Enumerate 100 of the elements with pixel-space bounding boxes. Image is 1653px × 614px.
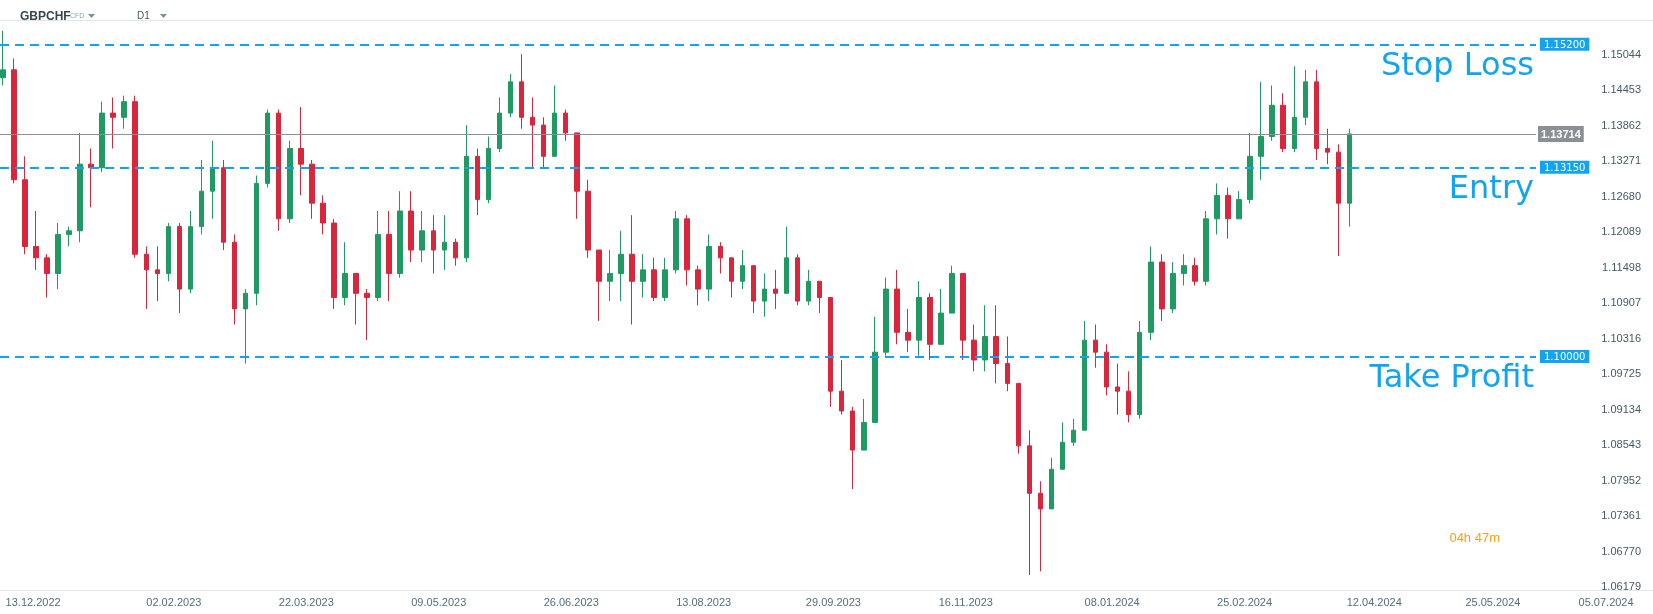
candlestick — [121, 95, 127, 130]
candlestick — [144, 245, 149, 310]
candlestick — [11, 57, 17, 184]
y-tick-label: 1.06770 — [1601, 544, 1641, 557]
y-tick-label: 1.13271 — [1601, 154, 1641, 167]
candlestick — [475, 148, 480, 216]
x-tick-label: 22.03.2023 — [278, 595, 334, 608]
y-tick-label: 1.12680 — [1601, 189, 1641, 202]
candlestick — [33, 210, 39, 271]
y-tick-label: 1.09725 — [1601, 367, 1641, 380]
candlestick — [1071, 418, 1076, 447]
candlestick — [883, 277, 889, 357]
candlestick — [629, 214, 635, 326]
candlestick — [1181, 253, 1187, 286]
ref-line-label: Take Profit — [1368, 356, 1534, 395]
candlestick — [386, 210, 392, 302]
candlestick — [706, 233, 712, 302]
annotation: D1 — [137, 10, 150, 21]
candlestick — [673, 210, 679, 274]
candlestick — [44, 253, 50, 298]
x-tick-label: 29.09.2023 — [805, 595, 861, 608]
candlestick — [894, 269, 900, 345]
candlestick — [718, 241, 723, 274]
candlestick — [1225, 187, 1231, 240]
candlestick — [596, 249, 602, 322]
candlestick — [729, 257, 734, 298]
candlestick — [22, 155, 28, 255]
annotation: 04h 47m — [1449, 530, 1500, 545]
candlestick — [1314, 69, 1319, 161]
y-tick-label: 1.08543 — [1601, 438, 1641, 451]
candlestick — [927, 292, 933, 361]
candlestick — [662, 257, 668, 302]
candlestick — [563, 108, 568, 142]
candlestick — [110, 96, 116, 150]
y-tick-label: 1.06179 — [1601, 580, 1641, 593]
x-tick-label: 13.08.2023 — [676, 595, 732, 608]
y-tick-label: 1.15044 — [1601, 48, 1641, 60]
candlestick — [1016, 382, 1021, 455]
candlestick — [574, 132, 580, 220]
candlestick — [1060, 421, 1065, 470]
candlestick — [331, 218, 337, 310]
candlestick — [1347, 128, 1352, 228]
x-tick-label: 25.05.2024 — [1465, 595, 1521, 608]
candlestick — [1049, 457, 1054, 510]
annotation: 1.13150 — [1544, 162, 1586, 174]
candlestick — [132, 95, 138, 259]
candlestick — [1005, 336, 1010, 392]
candlestick — [552, 84, 557, 157]
candlestick — [1027, 429, 1032, 576]
candlestick — [88, 148, 94, 208]
candlestick — [1247, 132, 1253, 204]
annotation: 1.15200 — [1544, 39, 1586, 51]
candlestick — [806, 269, 811, 306]
candlestick — [651, 257, 657, 302]
candlestick — [99, 101, 105, 173]
candlestick — [1303, 69, 1308, 126]
candlestick — [287, 140, 293, 224]
candlestick — [1325, 128, 1330, 165]
candlestick — [861, 398, 867, 451]
candlestick — [1214, 182, 1220, 235]
candlestick — [232, 233, 237, 326]
y-tick-label: 1.10316 — [1601, 331, 1641, 344]
candlestick — [762, 272, 767, 318]
candlestick — [188, 210, 193, 294]
candlestick — [916, 280, 922, 357]
candlestick — [431, 214, 436, 274]
candlestick — [298, 106, 304, 196]
candlestick — [1038, 480, 1043, 572]
candlestick — [353, 272, 359, 326]
chart-title: GBPCHF — [20, 9, 71, 23]
candlestick — [993, 304, 999, 384]
candlestick — [773, 269, 778, 310]
x-tick-label: 05.07.2024 — [1578, 595, 1634, 608]
candlestick — [408, 190, 414, 263]
candlestick — [1292, 65, 1297, 153]
y-tick-label: 1.09134 — [1601, 402, 1641, 415]
candlestick — [541, 116, 546, 169]
y-tick-label: 1.14453 — [1601, 83, 1641, 96]
candlestick — [497, 96, 502, 153]
candlestick — [905, 308, 911, 353]
candlestick — [442, 214, 447, 271]
candlestick — [585, 179, 591, 259]
y-tick-label: 1.11498 — [1602, 260, 1641, 273]
candlestick — [960, 272, 966, 361]
candlestick — [751, 265, 756, 314]
candlestick — [464, 124, 469, 263]
x-tick-label: 09.05.2023 — [411, 595, 467, 608]
candlestick — [221, 159, 226, 251]
candlestick — [243, 288, 248, 365]
x-tick-label: 08.01.2024 — [1084, 595, 1140, 608]
candlestick — [276, 108, 281, 232]
candlestick — [828, 296, 833, 408]
candlestick — [320, 194, 326, 235]
candlestick — [0, 30, 6, 86]
candlestick — [949, 265, 955, 314]
y-tick-label: 1.12089 — [1601, 225, 1641, 238]
candlestick — [1126, 370, 1131, 423]
candlestick — [519, 53, 524, 130]
candlestick — [1236, 190, 1242, 220]
ref-line-label: 1.13714 — [1541, 128, 1582, 141]
